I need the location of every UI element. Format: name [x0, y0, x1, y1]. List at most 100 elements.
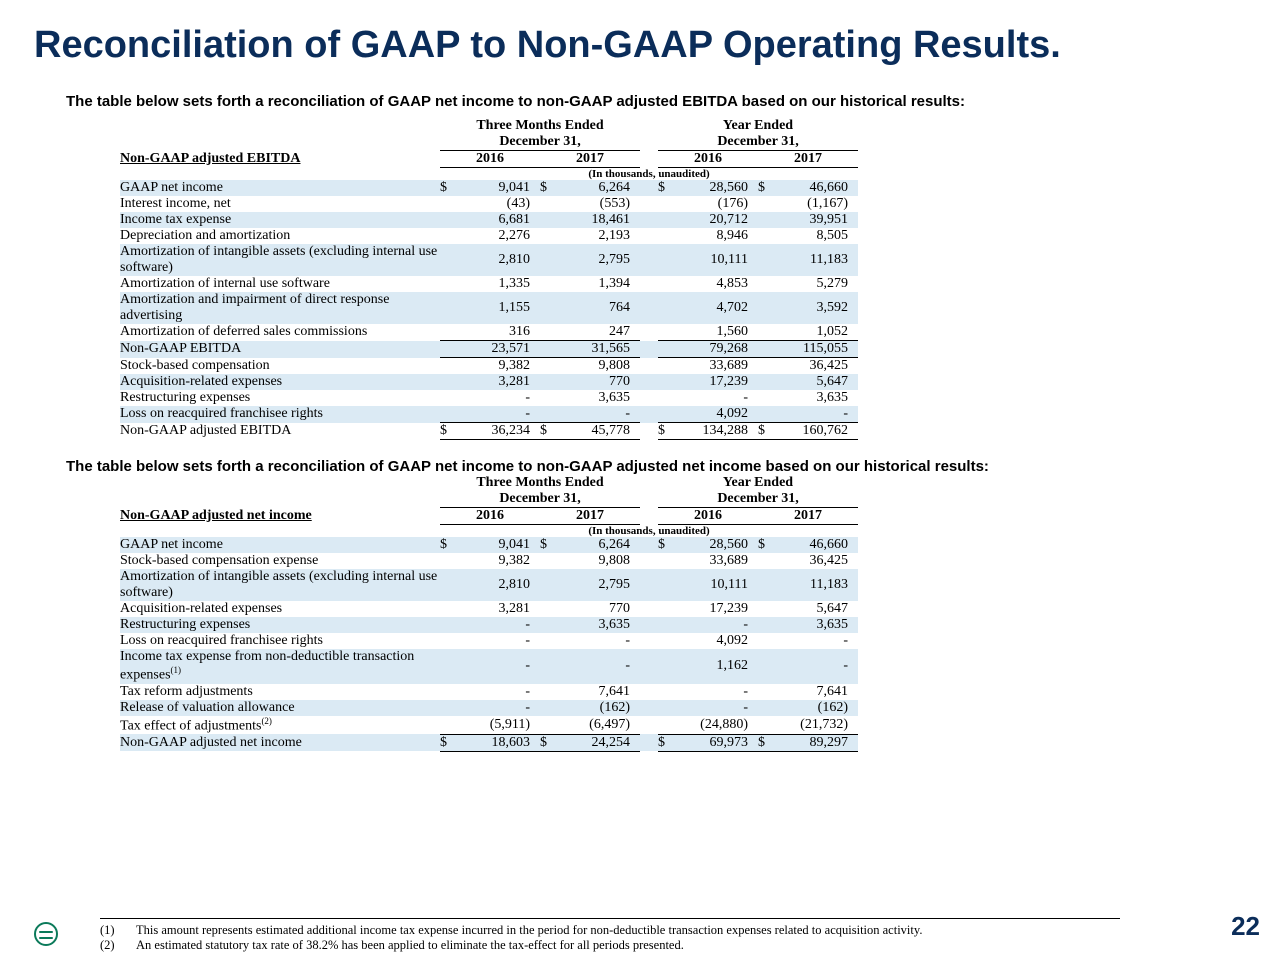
cell: 3,281 — [460, 601, 540, 617]
table-row: Loss on reacquired franchisee rights--4,… — [120, 633, 858, 649]
period-group-2: Year Ended — [658, 118, 858, 134]
row-label: Tax effect of adjustments(2) — [120, 716, 440, 735]
cell: 4,092 — [678, 633, 758, 649]
cell: 3,592 — [778, 292, 858, 324]
footnote-1: (1) This amount represents estimated add… — [100, 923, 1120, 939]
year-col: 2017 — [540, 508, 640, 525]
cell: 20,712 — [678, 212, 758, 228]
cell: 17,239 — [678, 374, 758, 390]
table-row: Loss on reacquired franchisee rights--4,… — [120, 406, 858, 423]
row-label: Acquisition-related expenses — [120, 374, 440, 390]
cell: (43) — [460, 196, 540, 212]
table-row: Interest income, net (43) (553) (176) (1,167… — [120, 196, 858, 212]
cell: 2,795 — [560, 244, 640, 276]
table-row: Acquisition-related expenses3,28177017,2… — [120, 601, 858, 617]
cell: - — [778, 406, 858, 423]
cell: 2,810 — [460, 244, 540, 276]
cell: (6,497) — [560, 716, 640, 735]
row-label: Interest income, net — [120, 196, 440, 212]
cell: - — [678, 390, 758, 406]
cell: 2,795 — [560, 569, 640, 601]
year-col: 2016 — [440, 151, 540, 168]
cell: 2,810 — [460, 569, 540, 601]
cell: 8,946 — [678, 228, 758, 244]
table-row: Amortization of intangible assets (exclu… — [120, 569, 858, 601]
cell: (176) — [678, 196, 758, 212]
table-row: Amortization and impairment of direct re… — [120, 292, 858, 324]
cell: 9,382 — [460, 358, 540, 375]
cell: 36,425 — [778, 358, 858, 375]
cell: - — [460, 649, 540, 684]
cell: 115,055 — [778, 341, 858, 358]
cell: 3,635 — [560, 390, 640, 406]
footnotes: (1) This amount represents estimated add… — [100, 918, 1120, 954]
page-number: 22 — [1231, 911, 1260, 942]
cell: - — [460, 406, 540, 423]
cell: - — [560, 633, 640, 649]
row-label: Release of valuation allowance — [120, 700, 440, 716]
cell: - — [460, 617, 540, 633]
cell: 4,092 — [678, 406, 758, 423]
cell: 764 — [560, 292, 640, 324]
period-sub-2: December 31, — [658, 134, 858, 151]
cell: 89,297 — [778, 734, 858, 751]
row-label: Loss on reacquired franchisee rights — [120, 633, 440, 649]
cell: 9,808 — [560, 553, 640, 569]
row-label: Depreciation and amortization — [120, 228, 440, 244]
period-sub-1: December 31, — [440, 134, 640, 151]
cell: 770 — [560, 601, 640, 617]
cell: - — [560, 649, 640, 684]
intro-text-2: The table below sets forth a reconciliat… — [0, 440, 1280, 475]
cell: - — [678, 700, 758, 716]
cell: 2,193 — [560, 228, 640, 244]
table-row: Tax effect of adjustments(2) (5,911) (6,49… — [120, 716, 858, 735]
cell: (1,167) — [778, 196, 858, 212]
cell: 28,560 — [678, 180, 758, 196]
cell: 10,111 — [678, 244, 758, 276]
table-row: GAAP net income$9,041$6,264$28,560$46,66… — [120, 537, 858, 553]
cell: 9,041 — [460, 537, 540, 553]
cell: - — [460, 684, 540, 700]
cell: - — [460, 390, 540, 406]
row-label: Stock-based compensation — [120, 358, 440, 375]
cell: 79,268 — [678, 341, 758, 358]
cell: 7,641 — [560, 684, 640, 700]
cell: 23,571 — [460, 341, 540, 358]
cell: - — [460, 700, 540, 716]
table-row: Restructuring expenses-3,635-3,635 — [120, 390, 858, 406]
cell: (5,911) — [460, 716, 540, 735]
cell: 36,425 — [778, 553, 858, 569]
year-col: 2017 — [540, 151, 640, 168]
cell: 6,264 — [560, 180, 640, 196]
cell: (24,880) — [678, 716, 758, 735]
row-label: Income tax expense from non-deductible t… — [120, 649, 440, 684]
cell: 5,647 — [778, 601, 858, 617]
units-note: (In thousands, unaudited) — [440, 525, 858, 538]
cell: 18,603 — [460, 734, 540, 751]
cell: 24,254 — [560, 734, 640, 751]
cell: (553) — [560, 196, 640, 212]
cell: 5,279 — [778, 276, 858, 292]
table-title: Non-GAAP adjusted EBITDA — [120, 151, 440, 168]
net-income-table: Three Months EndedYear EndedDecember 31,… — [120, 475, 858, 752]
row-label: Restructuring expenses — [120, 390, 440, 406]
table-row: Tax reform adjustments-7,641-7,641 — [120, 684, 858, 700]
table-row: Stock-based compensation expense9,3829,8… — [120, 553, 858, 569]
cell: 46,660 — [778, 537, 858, 553]
cell: 134,288 — [678, 423, 758, 440]
table-row: GAAP net income$9,041$6,264$28,560$46,66… — [120, 180, 858, 196]
row-label: Non-GAAP adjusted EBITDA — [120, 423, 440, 440]
cell: 6,264 — [560, 537, 640, 553]
cell: 1,052 — [778, 324, 858, 341]
cell: 33,689 — [678, 553, 758, 569]
cell: - — [678, 684, 758, 700]
row-label: Amortization and impairment of direct re… — [120, 292, 440, 324]
cell: 31,565 — [560, 341, 640, 358]
cell: 247 — [560, 324, 640, 341]
year-col: 2017 — [758, 151, 858, 168]
cell: 4,702 — [678, 292, 758, 324]
cell: - — [678, 617, 758, 633]
cell: 3,635 — [778, 617, 858, 633]
row-label: Non-GAAP adjusted net income — [120, 734, 440, 751]
cell: 6,681 — [460, 212, 540, 228]
